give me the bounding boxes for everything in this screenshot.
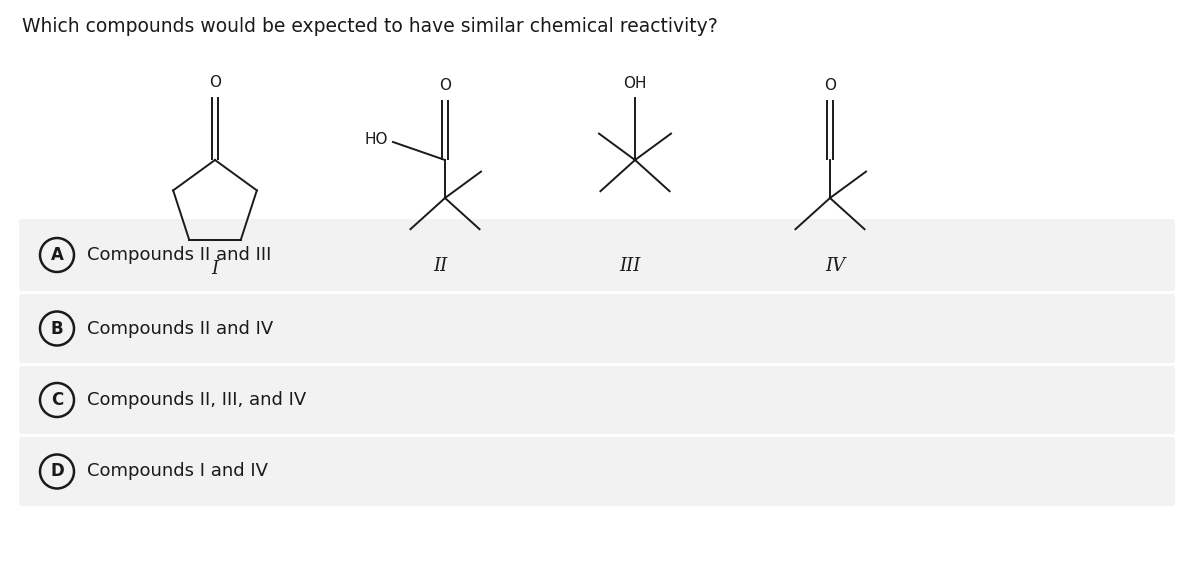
Text: D: D	[50, 462, 64, 481]
Text: II: II	[433, 257, 448, 275]
Text: OH: OH	[623, 76, 647, 91]
Text: B: B	[50, 320, 64, 338]
Text: HO: HO	[365, 132, 388, 148]
FancyBboxPatch shape	[19, 366, 1175, 434]
FancyBboxPatch shape	[19, 294, 1175, 363]
Text: A: A	[50, 246, 64, 264]
Text: O: O	[824, 78, 836, 93]
Text: Compounds II and IV: Compounds II and IV	[88, 320, 274, 338]
FancyBboxPatch shape	[19, 219, 1175, 291]
Text: III: III	[619, 257, 641, 275]
Text: Compounds II and III: Compounds II and III	[88, 246, 271, 264]
Text: C: C	[50, 391, 64, 409]
Text: O: O	[209, 75, 221, 90]
Text: Compounds II, III, and IV: Compounds II, III, and IV	[88, 391, 306, 409]
Text: Which compounds would be expected to have similar chemical reactivity?: Which compounds would be expected to hav…	[22, 17, 718, 36]
Text: IV: IV	[824, 257, 845, 275]
Text: Compounds I and IV: Compounds I and IV	[88, 462, 268, 481]
Text: I: I	[211, 260, 218, 278]
Text: O: O	[439, 78, 451, 93]
FancyBboxPatch shape	[19, 437, 1175, 506]
